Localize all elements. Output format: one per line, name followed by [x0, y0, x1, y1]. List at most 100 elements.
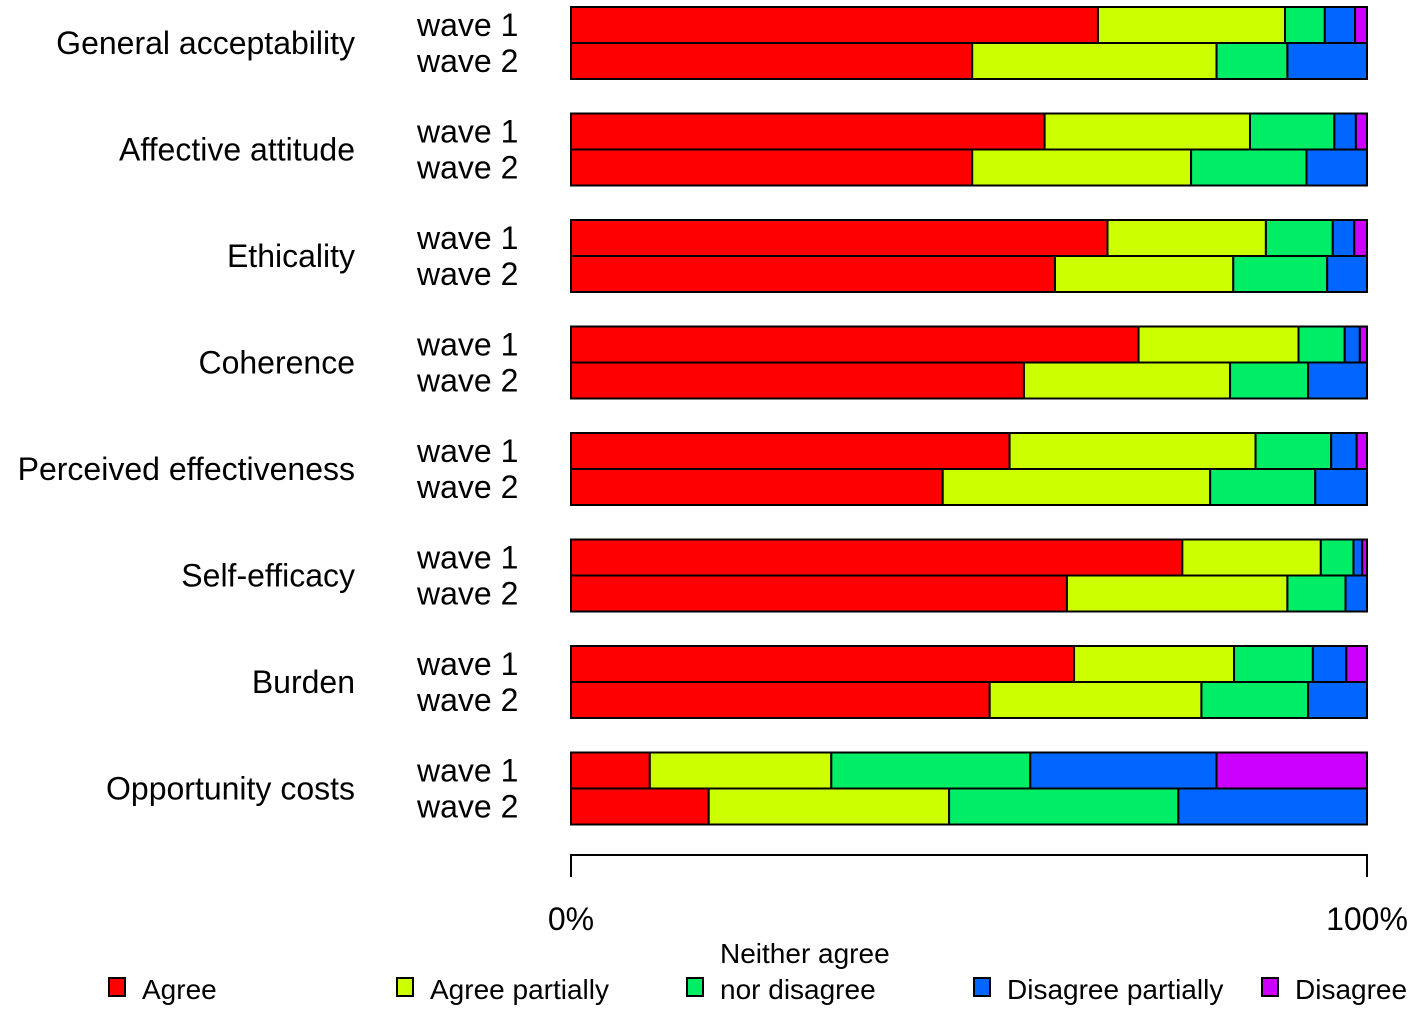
bar-affective-attitude-wave1-disagree-partially: [1333, 112, 1357, 151]
bar-burden-wave1-agree-partially: [1073, 645, 1236, 683]
bar-burden-wave1-disagree: [1345, 645, 1369, 683]
legend-label-disagree-partially: Disagree partially: [1007, 974, 1223, 1005]
bar-burden-wave2-disagree-partially: [1307, 681, 1368, 719]
x-tick-label-0: 0%: [548, 901, 594, 937]
bar-opportunity-costs-wave2-agree-partially: [707, 787, 951, 826]
bar-self-efficacy-wave1-disagree: [1361, 538, 1368, 577]
wave-label-affective-attitude-2: wave 2: [416, 150, 518, 186]
bar-general-acceptability-wave2-agree: [570, 42, 974, 80]
bar-perceived-effectiveness-wave1-agree: [570, 432, 1011, 470]
category-label-ethicality: Ethicality: [227, 238, 355, 274]
category-label-affective-attitude: Affective attitude: [119, 132, 355, 168]
legend: Agree Agree partially Neither agree nor dis…: [108, 938, 1407, 1005]
bar-coherence-wave2-neither-agree-nor-disagree: [1229, 361, 1310, 400]
wave-label-general-acceptability-1: wave 1: [416, 7, 518, 43]
wave-label-perceived-effectiveness-2: wave 2: [416, 469, 518, 505]
bar-perceived-effectiveness-wave1-disagree-partially: [1330, 432, 1358, 470]
wave-label-perceived-effectiveness-1: wave 1: [416, 433, 518, 469]
legend-label-agree: Agree: [142, 974, 217, 1005]
wave-label-ethicality-1: wave 1: [416, 220, 518, 256]
bar-self-efficacy-wave1-agree: [570, 538, 1184, 577]
bar-opportunity-costs-wave1-agree-partially: [648, 751, 833, 790]
legend-label-disagree: Disagree: [1295, 974, 1407, 1005]
legend-label-neither-agree-nor-disagree-line2: nor disagree: [720, 974, 876, 1005]
bar-self-efficacy-wave2-neither-agree-nor-disagree: [1286, 574, 1347, 613]
bar-perceived-effectiveness-wave2-disagree-partially: [1314, 468, 1369, 506]
bar-coherence-wave2-agree: [570, 361, 1025, 400]
bar-ethicality-wave2-agree: [570, 255, 1056, 293]
legend-label-agree-partially: Agree partially: [430, 974, 609, 1005]
legend-swatch-disagree-partially: [973, 977, 991, 997]
wave-label-affective-attitude-1: wave 1: [416, 114, 518, 150]
bars-group: [570, 6, 1369, 826]
bar-self-efficacy-wave1-neither-agree-nor-disagree: [1319, 538, 1355, 577]
bar-burden-wave2-agree-partially: [988, 681, 1203, 719]
bar-coherence-wave1-disagree-partially: [1343, 325, 1361, 364]
bar-affective-attitude-wave1-agree-partially: [1043, 112, 1251, 151]
bar-coherence-wave2-agree-partially: [1022, 361, 1232, 400]
category-label-general-acceptability: General acceptability: [56, 25, 355, 61]
bar-perceived-effectiveness-wave2-agree-partially: [941, 468, 1212, 506]
wave-label-ethicality-2: wave 2: [416, 256, 518, 292]
bar-perceived-effectiveness-wave1-disagree: [1355, 432, 1369, 470]
bar-burden-wave1-agree: [570, 645, 1076, 683]
bar-opportunity-costs-wave1-neither-agree-nor-disagree: [830, 751, 1032, 790]
bar-ethicality-wave2-agree-partially: [1053, 255, 1235, 293]
bar-burden-wave2-agree: [570, 681, 991, 719]
bar-general-acceptability-wave1-neither-agree-nor-disagree: [1284, 6, 1326, 44]
bar-perceived-effectiveness-wave2-agree: [570, 468, 944, 506]
wave-label-burden-1: wave 1: [416, 646, 518, 682]
wave-label-self-efficacy-2: wave 2: [416, 576, 518, 612]
category-label-coherence: Coherence: [198, 345, 355, 381]
bar-ethicality-wave2-disagree-partially: [1326, 255, 1368, 293]
bar-opportunity-costs-wave2-neither-agree-nor-disagree: [948, 787, 1180, 826]
bar-affective-attitude-wave2-disagree-partially: [1305, 148, 1368, 187]
bar-general-acceptability-wave1-disagree: [1354, 6, 1369, 44]
category-label-opportunity-costs: Opportunity costs: [106, 771, 355, 807]
bar-ethicality-wave1-agree-partially: [1106, 219, 1267, 257]
legend-swatch-disagree: [1261, 977, 1279, 997]
legend-swatch-agree: [108, 977, 126, 997]
bar-perceived-effectiveness-wave1-neither-agree-nor-disagree: [1254, 432, 1333, 470]
bar-affective-attitude-wave2-agree: [570, 148, 974, 187]
bar-ethicality-wave1-neither-agree-nor-disagree: [1264, 219, 1334, 257]
category-label-perceived-effectiveness: Perceived effectiveness: [18, 451, 355, 487]
wave-label-general-acceptability-2: wave 2: [416, 43, 518, 79]
bar-affective-attitude-wave2-neither-agree-nor-disagree: [1190, 148, 1308, 187]
wave-label-coherence-2: wave 2: [416, 363, 518, 399]
x-tick-label-100: 100%: [1326, 901, 1408, 937]
bar-opportunity-costs-wave1-disagree: [1215, 751, 1369, 790]
x-axis-line: [570, 854, 1368, 877]
bar-general-acceptability-wave2-agree-partially: [971, 42, 1218, 80]
bar-ethicality-wave1-agree: [570, 219, 1109, 257]
bar-self-efficacy-wave2-agree-partially: [1065, 574, 1289, 613]
bar-affective-attitude-wave1-disagree: [1354, 112, 1368, 151]
bar-general-acceptability-wave2-disagree-partially: [1286, 42, 1369, 80]
bar-coherence-wave1-disagree: [1358, 325, 1368, 364]
bar-opportunity-costs-wave2-disagree-partially: [1177, 787, 1368, 826]
bar-coherence-wave2-disagree-partially: [1307, 361, 1368, 400]
bar-self-efficacy-wave1-disagree-partially: [1352, 538, 1364, 577]
bar-self-efficacy-wave2-disagree-partially: [1344, 574, 1369, 613]
bar-opportunity-costs-wave2-agree: [570, 787, 710, 826]
bar-coherence-wave1-agree-partially: [1137, 325, 1300, 364]
category-label-self-efficacy: Self-efficacy: [181, 558, 355, 594]
bar-coherence-wave1-neither-agree-nor-disagree: [1297, 325, 1346, 364]
wave-label-opportunity-costs-1: wave 1: [416, 753, 518, 789]
bar-general-acceptability-wave1-disagree-partially: [1323, 6, 1357, 44]
bar-coherence-wave1-agree: [570, 325, 1140, 364]
x-axis: 0% 100%: [548, 854, 1408, 937]
bar-ethicality-wave2-neither-agree-nor-disagree: [1232, 255, 1329, 293]
bar-affective-attitude-wave1-neither-agree-nor-disagree: [1248, 112, 1336, 151]
wave-label-self-efficacy-1: wave 1: [416, 540, 518, 576]
bar-affective-attitude-wave2-agree-partially: [971, 148, 1193, 187]
wave-label-opportunity-costs-2: wave 2: [416, 789, 518, 825]
bar-perceived-effectiveness-wave2-neither-agree-nor-disagree: [1209, 468, 1317, 506]
legend-label-neither-agree-nor-disagree-line1: Neither agree: [720, 938, 890, 969]
bar-burden-wave1-disagree-partially: [1311, 645, 1348, 683]
bar-burden-wave2-neither-agree-nor-disagree: [1200, 681, 1310, 719]
bar-affective-attitude-wave1-agree: [570, 112, 1046, 151]
bar-opportunity-costs-wave1-disagree-partially: [1029, 751, 1218, 790]
